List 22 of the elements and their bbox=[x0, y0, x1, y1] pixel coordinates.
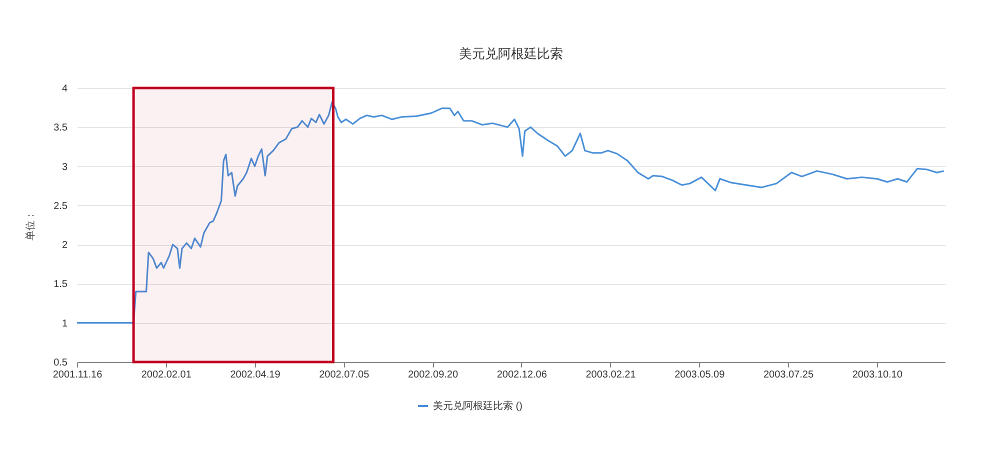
x-tick-label: 2002.09.20 bbox=[408, 370, 458, 380]
x-tick-label: 2002.12.06 bbox=[496, 370, 548, 380]
chart-title: 美元兑阿根廷比索 bbox=[459, 46, 563, 61]
line-series bbox=[77, 101, 945, 324]
y-tick-label: 0.5 bbox=[54, 358, 68, 368]
x-tick-label: 2003.05.09 bbox=[674, 370, 726, 380]
x-tick-label: 2001.11.16 bbox=[52, 370, 103, 380]
x-tick-label: 2002.02.01 bbox=[141, 370, 192, 380]
y-axis-title: 单位： bbox=[24, 210, 37, 240]
x-tick-label: 2003.02.21 bbox=[586, 370, 636, 380]
y-tick-label: 2 bbox=[62, 240, 68, 252]
x-tick-label: 2002.04.19 bbox=[230, 370, 281, 380]
legend-label: 美元兑阿根廷比索 () bbox=[433, 400, 522, 412]
y-tick-label: 3.5 bbox=[54, 122, 68, 134]
y-tick-label: 4 bbox=[62, 84, 68, 94]
y-tick-label: 1 bbox=[62, 318, 68, 330]
x-tick-label: 2003.10.10 bbox=[852, 370, 903, 380]
y-tick-label: 3 bbox=[62, 162, 68, 173]
x-tick-label: 2003.07.25 bbox=[763, 370, 814, 380]
y-tick-label: 1.5 bbox=[54, 279, 68, 290]
y-tick-label: 2.5 bbox=[54, 200, 68, 212]
x-tick-label: 2002.07.05 bbox=[319, 370, 370, 380]
